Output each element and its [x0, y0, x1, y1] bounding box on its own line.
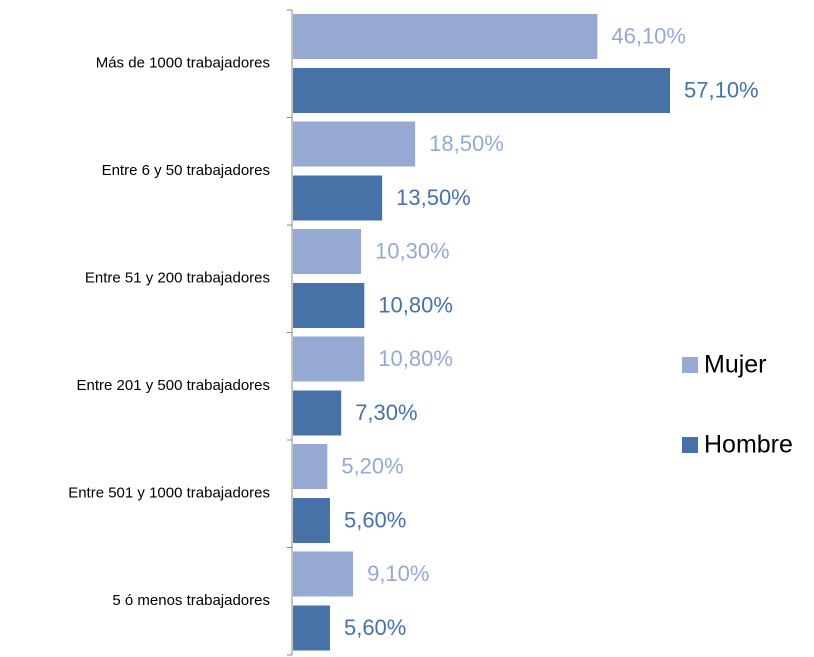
bar	[293, 336, 365, 382]
bar	[293, 605, 330, 651]
legend-swatch	[682, 357, 698, 373]
bar	[293, 444, 328, 489]
data-label: 13,50%	[396, 185, 471, 210]
bar	[293, 390, 342, 436]
data-label: 18,50%	[429, 131, 504, 156]
bar	[293, 68, 670, 113]
legend-label: Hombre	[704, 431, 793, 459]
data-label: 10,80%	[378, 346, 453, 371]
data-label: 10,80%	[378, 292, 453, 317]
data-label: 5,20%	[341, 453, 403, 478]
bar	[293, 14, 598, 59]
data-label: 9,10%	[367, 561, 429, 586]
data-label: 5,60%	[344, 507, 406, 532]
category-label: Entre 201 y 500 trabajadores	[77, 377, 270, 394]
bar	[293, 283, 365, 328]
bar	[293, 175, 383, 221]
bar	[293, 551, 354, 597]
bar	[293, 229, 362, 274]
category-label: Entre 6 y 50 trabajadores	[102, 162, 270, 179]
data-label: 57,10%	[684, 77, 759, 102]
bar	[293, 121, 416, 167]
category-label: Entre 51 y 200 trabajadores	[85, 270, 270, 287]
data-label: 5,60%	[344, 615, 406, 640]
category-label: Entre 501 y 1000 trabajadores	[68, 485, 270, 502]
bar	[293, 498, 330, 543]
data-label: 46,10%	[611, 23, 686, 48]
category-label: 5 ó menos trabajadores	[112, 592, 270, 609]
legend-swatch	[682, 437, 698, 453]
data-label: 7,30%	[355, 400, 417, 425]
category-label: Más de 1000 trabajadores	[96, 55, 270, 72]
legend-label: Mujer	[704, 351, 767, 379]
data-label: 10,30%	[375, 238, 450, 263]
